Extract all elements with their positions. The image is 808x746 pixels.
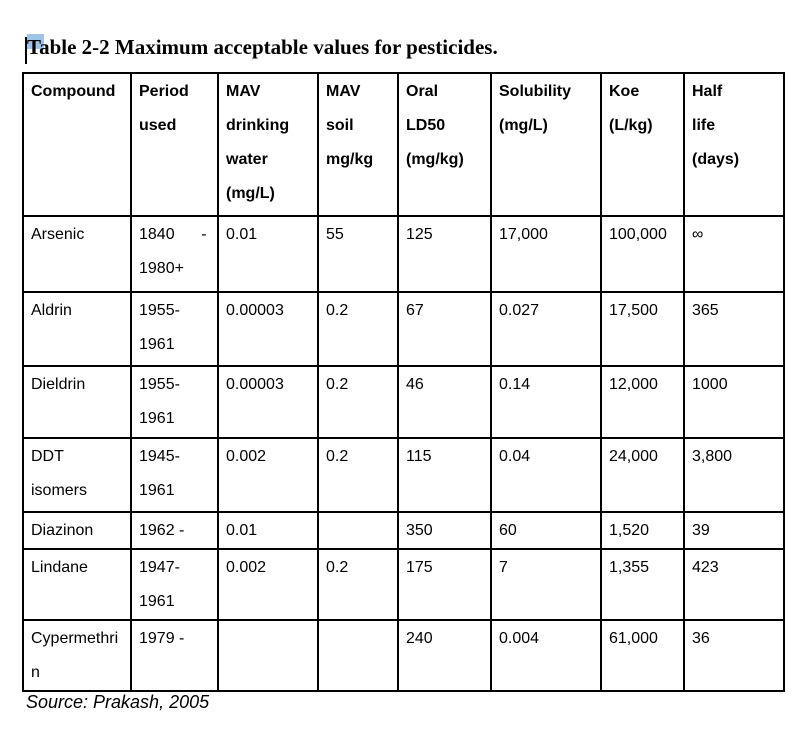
table-row-aldrin: Aldrin 1955- 1961 0.00003 0.2 67 0.027 1… xyxy=(22,291,785,367)
cell-oral-ld50: 125 xyxy=(397,215,492,293)
column-header-koe: Koe (L/kg) xyxy=(600,72,685,217)
selection-highlight xyxy=(27,34,44,49)
table-row-ddt-isomers: DDT isomers 1945- 1961 0.002 0.2 115 0.0… xyxy=(22,437,785,513)
pesticides-table: Compound Period used MAV drinking water … xyxy=(22,72,785,692)
cell-half-life: 1000 xyxy=(683,365,785,439)
text-cursor xyxy=(25,37,27,64)
cell-half-life: ∞ xyxy=(683,215,785,293)
table-caption: Table 2-2 Maximum acceptable values for … xyxy=(27,35,498,59)
cell-solubility: 17,000 xyxy=(490,215,602,293)
cell-koe: 1,520 xyxy=(600,511,685,550)
cell-half-life: 3,800 xyxy=(683,437,785,513)
cell-mav-soil: 0.2 xyxy=(317,548,399,621)
cell-koe: 12,000 xyxy=(600,365,685,439)
cell-period: 1947- 1961 xyxy=(130,548,219,621)
cell-mav-water: 0.01 xyxy=(217,511,319,550)
table-row-dieldrin: Dieldrin 1955- 1961 0.00003 0.2 46 0.14 … xyxy=(22,365,785,439)
cell-period: 1962 - xyxy=(130,511,219,550)
table-row-arsenic: Arsenic 1840 - 1980+ 0.01 55 125 17,000 … xyxy=(22,215,785,293)
cell-period: 1955- 1961 xyxy=(130,291,219,367)
cell-solubility: 0.14 xyxy=(490,365,602,439)
cell-solubility: 60 xyxy=(490,511,602,550)
cell-period: 1945- 1961 xyxy=(130,437,219,513)
cell-solubility: 7 xyxy=(490,548,602,621)
cell-mav-water: 0.002 xyxy=(217,548,319,621)
cell-oral-ld50: 240 xyxy=(397,619,492,692)
cell-mav-water: 0.00003 xyxy=(217,365,319,439)
cell-compound: Arsenic xyxy=(22,215,132,293)
cell-koe: 17,500 xyxy=(600,291,685,367)
cell-mav-soil xyxy=(317,511,399,550)
cell-oral-ld50: 67 xyxy=(397,291,492,367)
cell-period: 1840 - 1980+ xyxy=(130,215,219,293)
cell-solubility: 0.004 xyxy=(490,619,602,692)
cell-koe: 61,000 xyxy=(600,619,685,692)
table-row-lindane: Lindane 1947- 1961 0.002 0.2 175 7 1,355… xyxy=(22,548,785,621)
cell-oral-ld50: 350 xyxy=(397,511,492,550)
cell-half-life: 365 xyxy=(683,291,785,367)
cell-oral-ld50: 115 xyxy=(397,437,492,513)
cell-mav-water: 0.01 xyxy=(217,215,319,293)
cell-period: 1979 - xyxy=(130,619,219,692)
column-header-solubility: Solubility (mg/L) xyxy=(490,72,602,217)
table-row-cypermethrin: Cypermethrin 1979 - 240 0.004 61,000 36 xyxy=(22,619,785,692)
cell-koe: 1,355 xyxy=(600,548,685,621)
column-header-half-life: Half life (days) xyxy=(683,72,785,217)
cell-mav-water: 0.00003 xyxy=(217,291,319,367)
cell-period: 1955- 1961 xyxy=(130,365,219,439)
cell-mav-soil: 0.2 xyxy=(317,291,399,367)
cell-mav-water xyxy=(217,619,319,692)
cell-half-life: 423 xyxy=(683,548,785,621)
table-row-diazinon: Diazinon 1962 - 0.01 350 60 1,520 39 xyxy=(22,511,785,550)
cell-compound: Cypermethrin xyxy=(22,619,132,692)
cell-oral-ld50: 46 xyxy=(397,365,492,439)
cell-mav-soil: 0.2 xyxy=(317,365,399,439)
header-row: Compound Period used MAV drinking water … xyxy=(22,72,785,217)
cell-compound: Lindane xyxy=(22,548,132,621)
cell-mav-water: 0.002 xyxy=(217,437,319,513)
column-header-oral-ld50: Oral LD50 (mg/kg) xyxy=(397,72,492,217)
cell-half-life: 36 xyxy=(683,619,785,692)
source-note: Source: Prakash, 2005 xyxy=(26,692,210,712)
cell-compound: Aldrin xyxy=(22,291,132,367)
column-header-mav-drinking-water: MAV drinking water (mg/L) xyxy=(217,72,319,217)
cell-half-life: 39 xyxy=(683,511,785,550)
cell-mav-soil: 0.2 xyxy=(317,437,399,513)
cell-koe: 100,000 xyxy=(600,215,685,293)
column-header-mav-soil: MAV soil mg/kg xyxy=(317,72,399,217)
column-header-compound: Compound xyxy=(22,72,132,217)
cell-koe: 24,000 xyxy=(600,437,685,513)
cell-mav-soil xyxy=(317,619,399,692)
cell-oral-ld50: 175 xyxy=(397,548,492,621)
cell-mav-soil: 55 xyxy=(317,215,399,293)
column-header-period: Period used xyxy=(130,72,219,217)
cell-compound: DDT isomers xyxy=(22,437,132,513)
cell-solubility: 0.027 xyxy=(490,291,602,367)
cell-solubility: 0.04 xyxy=(490,437,602,513)
cell-compound: Diazinon xyxy=(22,511,132,550)
cell-compound: Dieldrin xyxy=(22,365,132,439)
